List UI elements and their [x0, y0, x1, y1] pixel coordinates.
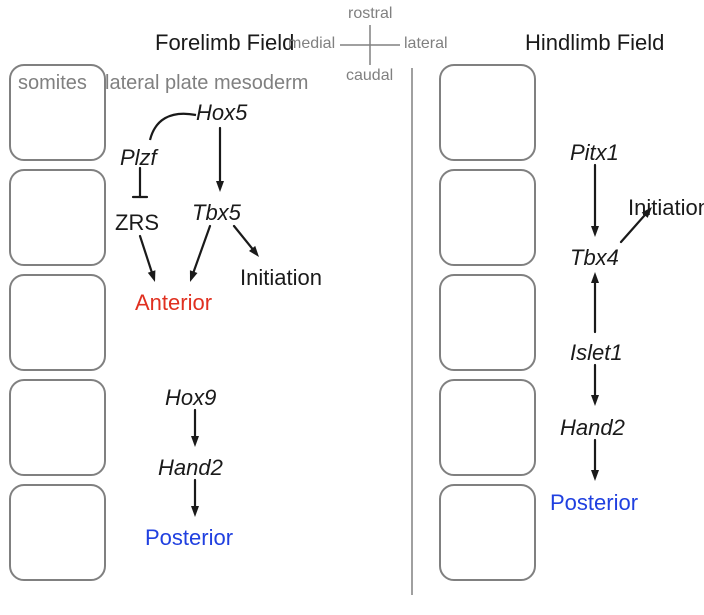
label-somites: somites — [18, 72, 87, 95]
node-hox5: Hox5 — [196, 100, 247, 126]
node-ant: Anterior — [135, 290, 212, 316]
node-post_h: Posterior — [550, 490, 638, 516]
node-hox9: Hox9 — [165, 385, 216, 411]
node-tbx4: Tbx4 — [570, 245, 619, 271]
axis-medial: medial — [288, 35, 335, 53]
node-tbx5: Tbx5 — [192, 200, 241, 226]
node-zrs: ZRS — [115, 210, 159, 236]
label-lpm: lateral plate mesoderm — [105, 72, 308, 95]
axis-rostral: rostral — [348, 5, 392, 23]
node-plzf: Plzf — [120, 145, 157, 171]
node-post_f: Posterior — [145, 525, 233, 551]
node-islet1: Islet1 — [570, 340, 623, 366]
header-hindlimb: Hindlimb Field — [525, 30, 664, 56]
node-hand2h: Hand2 — [560, 415, 625, 441]
node-init_h: Initiation — [628, 195, 704, 221]
node-pitx1: Pitx1 — [570, 140, 619, 166]
axis-caudal: caudal — [346, 67, 393, 85]
axis-lateral: lateral — [404, 35, 448, 53]
node-init_f: Initiation — [240, 265, 322, 291]
header-forelimb: Forelimb Field — [155, 30, 294, 56]
node-hand2f: Hand2 — [158, 455, 223, 481]
